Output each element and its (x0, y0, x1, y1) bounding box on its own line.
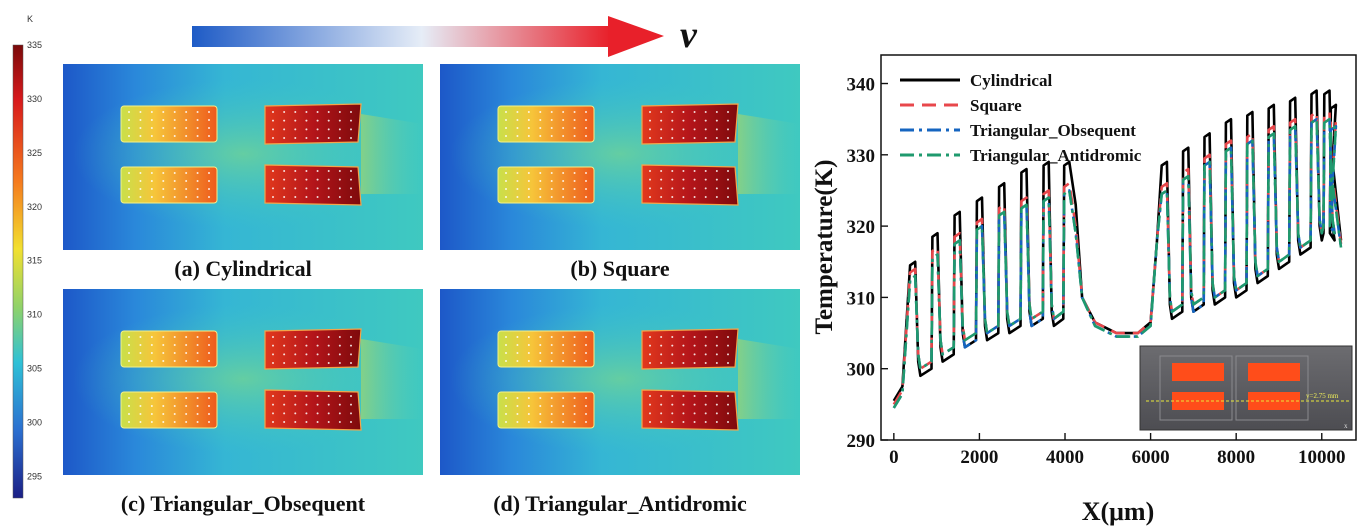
colorbar-tick-label: 320 (27, 202, 42, 212)
panel-d-label: (d) Triangular_Antidromic (493, 491, 747, 516)
x-tick-label: 8000 (1217, 447, 1255, 468)
x-tick-label: 2000 (960, 447, 998, 468)
colorbar-tick-label: 330 (27, 94, 42, 104)
inset-fin (1172, 363, 1224, 381)
legend: Cylindrical Square Triangular_Obsequent Tri… (900, 71, 1142, 165)
y-tick-label: 310 (847, 288, 876, 309)
colorbar-tick-label: 305 (27, 364, 42, 374)
colorbar-tick-label: 310 (27, 310, 42, 320)
panel-b-label: (b) Square (570, 256, 669, 281)
colorbar-tick-label: 295 (27, 471, 42, 481)
series-line-triangular-antidromic (892, 117, 1343, 409)
x-tick-label: 6000 (1132, 447, 1170, 468)
x-axis-title: X(μm) (1082, 497, 1155, 526)
inset-axis-label: x (1344, 422, 1348, 430)
x-tick-label: 10000 (1298, 447, 1346, 468)
legend-label: Cylindrical (970, 71, 1052, 90)
panel-d-heatmap (439, 288, 801, 476)
legend-label: Square (970, 96, 1022, 115)
fin-dot-markers (128, 111, 729, 423)
y-tick-label: 300 (847, 360, 876, 381)
velocity-arrow (192, 16, 664, 57)
colorbar-gradient (12, 44, 24, 499)
y-tick-label: 320 (847, 217, 876, 238)
series-line-triangular-obsequent (892, 117, 1343, 409)
colorbar-tick-label: 325 (27, 148, 42, 158)
velocity-symbol: v (680, 14, 698, 56)
colorbar-tick-label: 335 (27, 40, 42, 50)
panel-c-label: (c) Triangular_Obsequent (121, 491, 366, 516)
panel-c-heatmap (62, 288, 424, 476)
series-line-square (892, 110, 1343, 406)
y-axis-title: Temperature(K) (811, 160, 838, 335)
inset-background (1139, 345, 1353, 431)
colorbar-tick-label: 315 (27, 256, 42, 266)
inset-fin (1248, 363, 1300, 381)
x-tick-label: 4000 (1046, 447, 1084, 468)
y-tick-label: 290 (847, 431, 876, 452)
legend-label: Triangular_Antidromic (970, 146, 1142, 165)
y-tick-label: 330 (847, 146, 876, 167)
panel-b-heatmap (439, 63, 801, 251)
colorbar-unit: K (27, 14, 33, 24)
x-tick-label: 0 (889, 447, 899, 468)
inset-annotation: y=2.75 mm (1306, 392, 1339, 400)
panel-a-label: (a) Cylindrical (174, 256, 312, 281)
temperature-line-chart: 0 2000 4000 6000 8000 10000 290 300 310 320 330 340… (811, 54, 1357, 526)
colorbar: K 335 330 325 320 315 310 305 300 295 (12, 14, 42, 499)
y-tick-label: 340 (847, 75, 876, 96)
colorbar-tick-label: 300 (27, 418, 42, 428)
legend-label: Triangular_Obsequent (970, 121, 1136, 140)
panel-a-heatmap (62, 63, 424, 251)
inset-thumbnail: y=2.75 mm x (1139, 345, 1353, 431)
